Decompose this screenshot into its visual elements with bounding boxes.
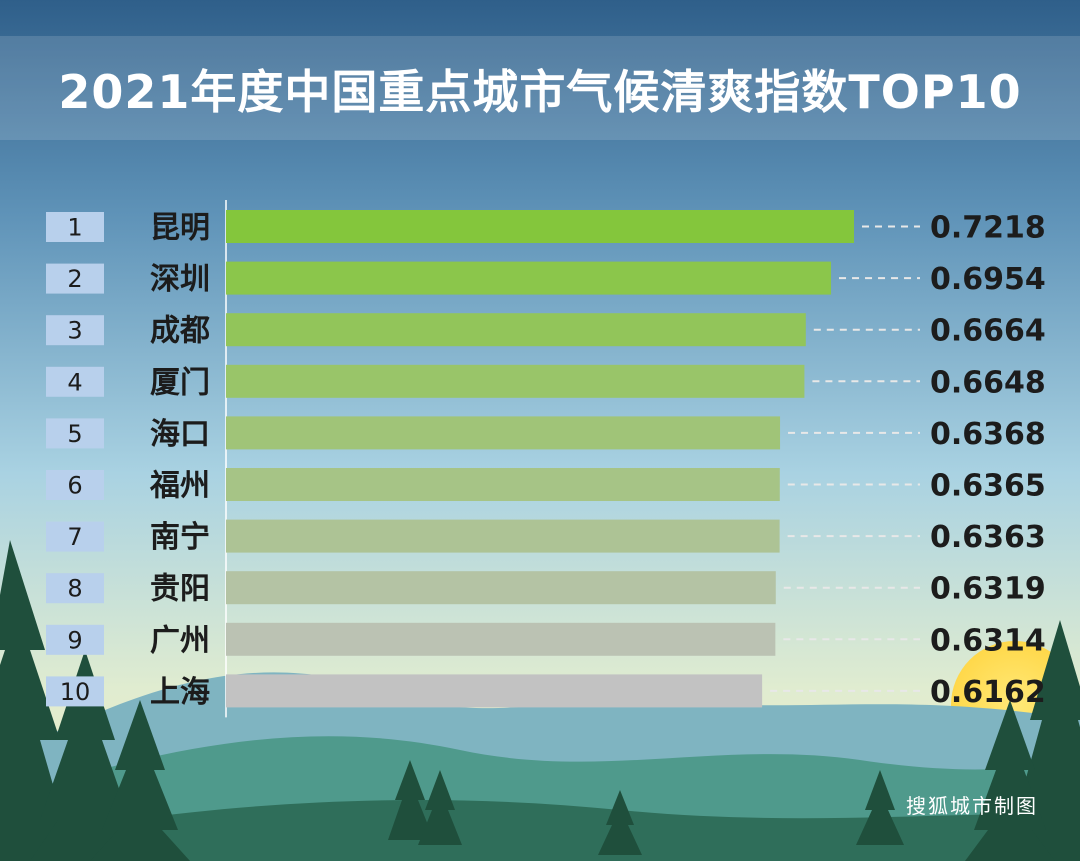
rank-box — [46, 470, 104, 500]
rank-label: 2 — [67, 265, 82, 293]
rank-box — [46, 624, 104, 655]
bar — [226, 364, 805, 398]
rank-label: 3 — [67, 317, 82, 345]
rank-label: 9 — [67, 626, 82, 654]
value-label: 0.6162 — [930, 675, 1046, 710]
bar — [226, 674, 763, 708]
category-label: 海口 — [150, 417, 210, 452]
bar — [226, 519, 780, 553]
value-label: 0.6954 — [930, 262, 1046, 297]
value-label: 0.6368 — [930, 417, 1046, 452]
credit-text: 搜狐城市制图 — [906, 794, 1038, 818]
value-label: 0.7218 — [930, 211, 1046, 246]
category-label: 南宁 — [150, 520, 210, 555]
bar — [226, 416, 781, 450]
rank-box — [46, 212, 104, 242]
category-label: 上海 — [150, 675, 210, 710]
rank-box — [46, 418, 104, 449]
category-label: 成都 — [150, 314, 210, 349]
rank-box — [46, 315, 104, 346]
value-label: 0.6365 — [930, 469, 1046, 504]
category-label: 深圳 — [150, 262, 210, 297]
rank-label: 8 — [67, 575, 82, 603]
rank-box — [46, 676, 104, 707]
rank-label: 7 — [67, 523, 82, 551]
rank-label: 5 — [67, 420, 82, 448]
rank-label: 10 — [60, 678, 91, 706]
bar — [226, 313, 806, 347]
category-label: 广州 — [150, 623, 210, 658]
title-band — [0, 36, 1080, 140]
category-label: 昆明 — [150, 211, 210, 246]
value-label: 0.6319 — [930, 572, 1046, 607]
value-label: 0.6363 — [930, 520, 1046, 555]
rank-label: 4 — [67, 368, 82, 396]
rank-label: 1 — [67, 214, 82, 242]
category-label: 贵阳 — [150, 572, 210, 607]
value-label: 0.6648 — [930, 365, 1046, 400]
bar — [226, 468, 780, 501]
rank-box — [46, 263, 104, 294]
chart-title: 2021年度中国重点城市气候清爽指数TOP10 — [58, 65, 1022, 119]
value-label: 0.6664 — [930, 314, 1046, 349]
bar — [226, 261, 832, 295]
category-label: 福州 — [149, 469, 210, 504]
value-label: 0.6314 — [930, 623, 1046, 658]
rank-box — [46, 521, 104, 552]
rank-box — [46, 366, 104, 397]
bar — [226, 622, 776, 656]
rank-label: 6 — [67, 472, 82, 500]
rank-box — [46, 573, 104, 604]
bar — [226, 210, 854, 243]
category-label: 厦门 — [150, 365, 210, 400]
bar — [226, 571, 776, 605]
